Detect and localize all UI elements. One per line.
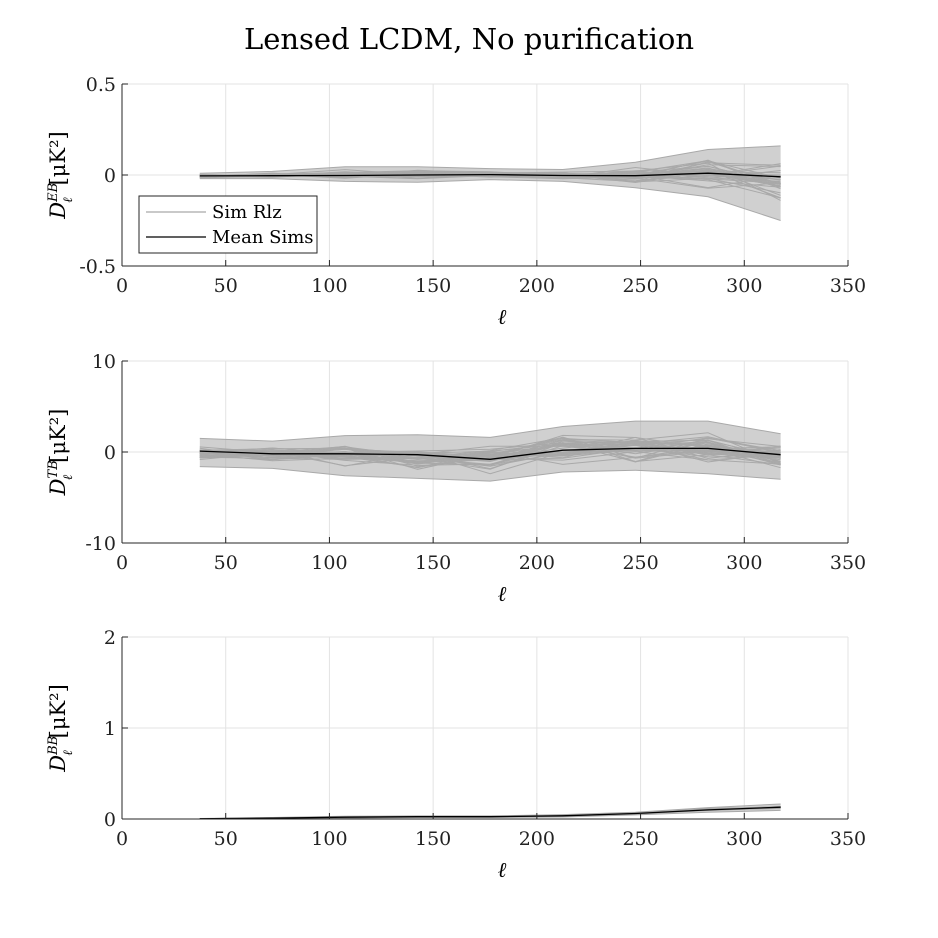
y-label-main: D (46, 755, 70, 773)
y-tick-label: 0 (104, 442, 116, 464)
x-tick-label: 200 (519, 275, 555, 297)
x-tick-label: 150 (415, 552, 451, 574)
sim-line-min (199, 178, 781, 221)
y-tick-label: 0 (104, 809, 116, 831)
y-label-unit: [μK²] (46, 684, 70, 738)
x-tick-label: 0 (116, 828, 128, 850)
legend-box (138, 195, 318, 254)
x-tick-label: 250 (622, 275, 658, 297)
sim-envelope (199, 145, 781, 221)
y-tick-label: 0.5 (86, 74, 116, 96)
y-label-sup: BB (46, 736, 61, 756)
sim-realizations (199, 420, 781, 482)
x-tick-label: 250 (622, 552, 658, 574)
y-axis-label: DTBℓ [μK²] (46, 409, 76, 497)
x-tick-label: 150 (415, 828, 451, 850)
x-tick-label: 200 (519, 828, 555, 850)
sim-line (199, 445, 781, 470)
sim-line (199, 442, 781, 467)
mean-sims-line (199, 806, 781, 820)
x-tick-label: 300 (726, 275, 762, 297)
y-tick-label: 10 (92, 351, 116, 373)
x-tick-label: 300 (726, 552, 762, 574)
x-tick-label: 50 (214, 275, 238, 297)
y-label-sub: ℓ (61, 197, 76, 203)
sim-line-max (199, 145, 781, 174)
x-tick-label: 0 (116, 275, 128, 297)
x-axis-label: ℓ (498, 305, 507, 329)
y-label-sup: EB (46, 183, 61, 203)
legend-entry: Mean Sims (212, 227, 314, 248)
x-tick-label: 100 (311, 275, 347, 297)
x-tick-label: 50 (214, 552, 238, 574)
x-tick-label: 350 (830, 552, 866, 574)
sim-line-min (199, 466, 781, 482)
x-tick-label: 250 (622, 828, 658, 850)
legend-entry: Sim Rlz (212, 202, 282, 223)
panels: 0 50 100 150 200 250 300 350-0.500.5ℓDEBℓ[μK²]S… (46, 74, 866, 882)
y-tick-label: 0 (104, 165, 116, 187)
y-label-sub: ℓ (61, 750, 76, 756)
x-tick-label: 350 (830, 275, 866, 297)
figure-title: Lensed LCDM, No purification (244, 22, 694, 56)
x-tick-label: 100 (311, 828, 347, 850)
y-label-sup: TB (46, 460, 61, 478)
sim-line (199, 441, 781, 470)
x-tick-label: 50 (214, 828, 238, 850)
y-tick-label: -0.5 (79, 256, 116, 278)
mean-sims-line (199, 172, 781, 178)
y-label-main: D (46, 202, 70, 220)
sim-line-max (199, 420, 781, 442)
x-axis-label: ℓ (498, 858, 507, 882)
y-axis-label: DEBℓ [μK²] (46, 131, 76, 219)
legend: Sim Rlz Mean Sims (138, 195, 318, 254)
y-tick-label: 2 (104, 627, 116, 649)
x-tick-label: 100 (311, 552, 347, 574)
sim-line-max (199, 803, 781, 819)
x-axis-label: ℓ (498, 582, 507, 606)
mean-sims-line (199, 447, 781, 460)
x-tick-label: 150 (415, 275, 451, 297)
y-label-sub: ℓ (61, 474, 76, 480)
x-tick-label: 350 (830, 828, 866, 850)
y-axis-label: DBBℓ [μK²] (46, 684, 76, 773)
x-tick-label: 0 (116, 552, 128, 574)
y-label-unit: [μK²] (46, 131, 70, 185)
x-tick-label: 200 (519, 552, 555, 574)
panel-1: 0 50 100 150 200 250 300 350-0.500.5ℓDEBℓ[μK²]S… (46, 74, 866, 329)
x-tick-label: 300 (726, 828, 762, 850)
sim-line (199, 437, 781, 463)
y-tick-label: 1 (104, 718, 116, 740)
y-tick-label: -10 (85, 533, 116, 555)
y-label-main: D (46, 478, 70, 496)
y-label-unit: [μK²] (46, 409, 70, 463)
sim-line (199, 442, 781, 463)
